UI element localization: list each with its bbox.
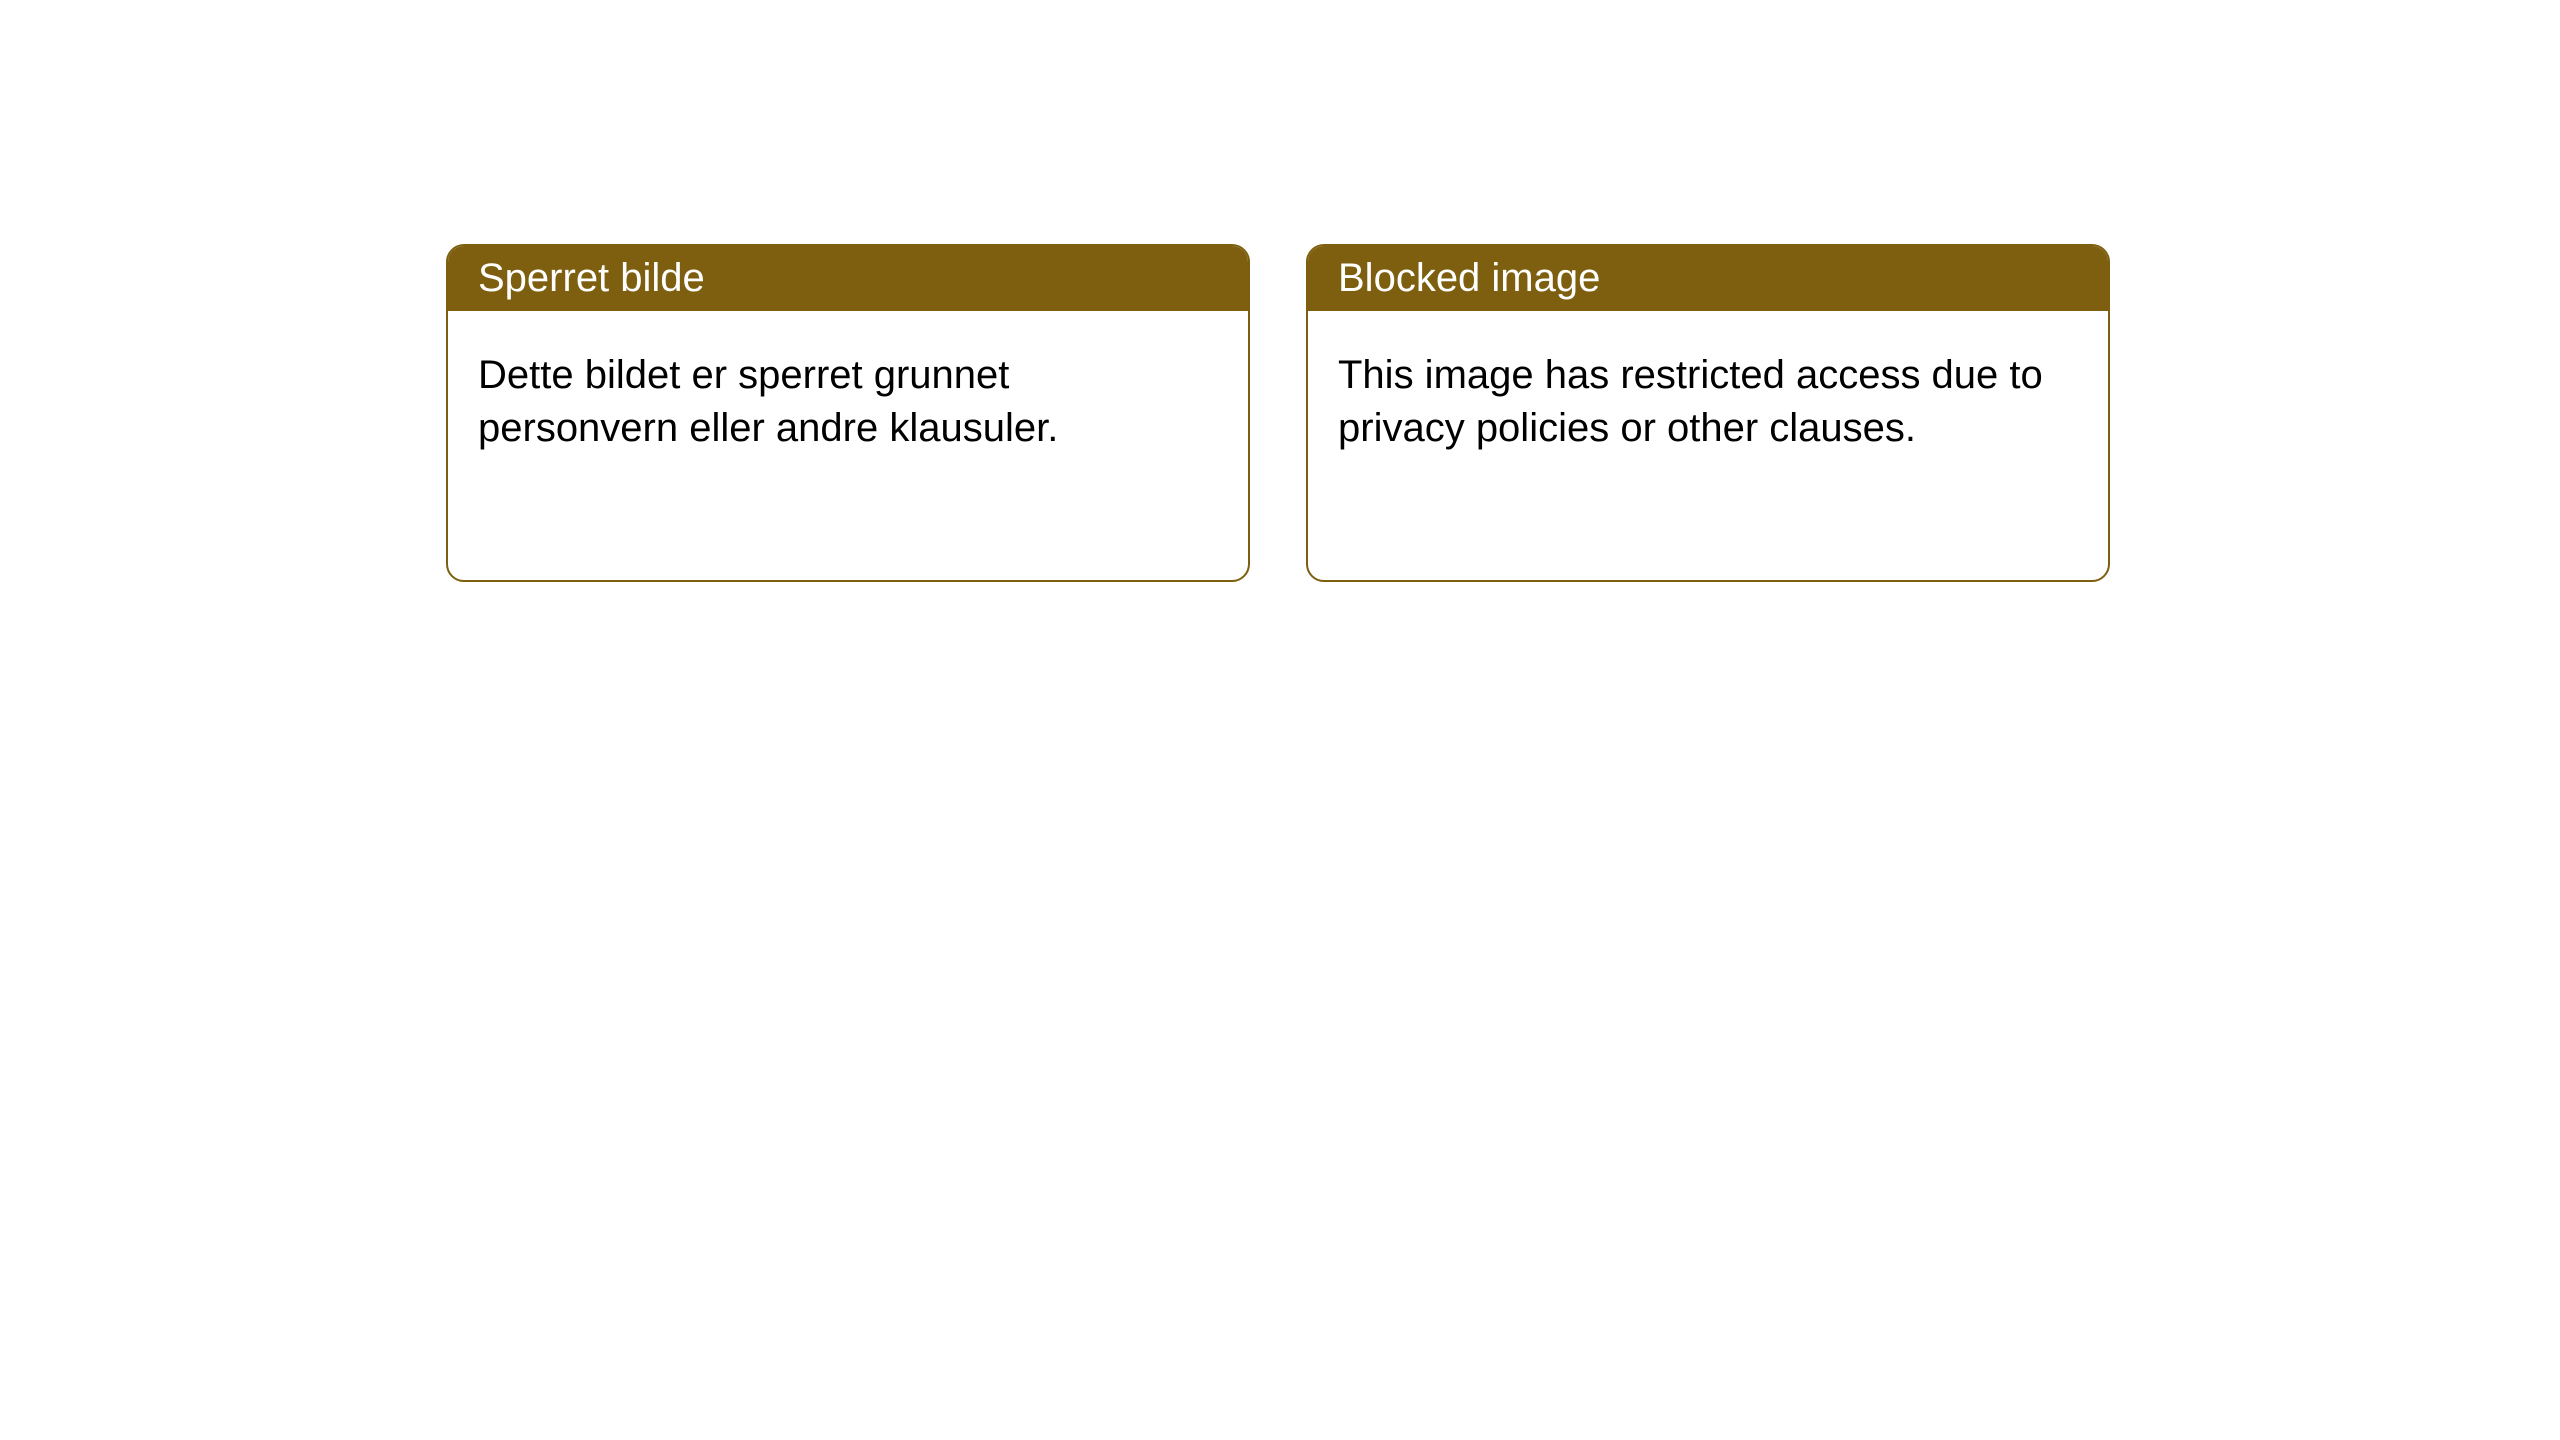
notice-card-norwegian: Sperret bilde Dette bildet er sperret gr…: [446, 244, 1250, 582]
notice-title: Blocked image: [1308, 246, 2108, 311]
notice-body: This image has restricted access due to …: [1308, 311, 2108, 493]
notice-container: Sperret bilde Dette bildet er sperret gr…: [0, 0, 2560, 582]
notice-title: Sperret bilde: [448, 246, 1248, 311]
notice-body: Dette bildet er sperret grunnet personve…: [448, 311, 1248, 493]
notice-card-english: Blocked image This image has restricted …: [1306, 244, 2110, 582]
